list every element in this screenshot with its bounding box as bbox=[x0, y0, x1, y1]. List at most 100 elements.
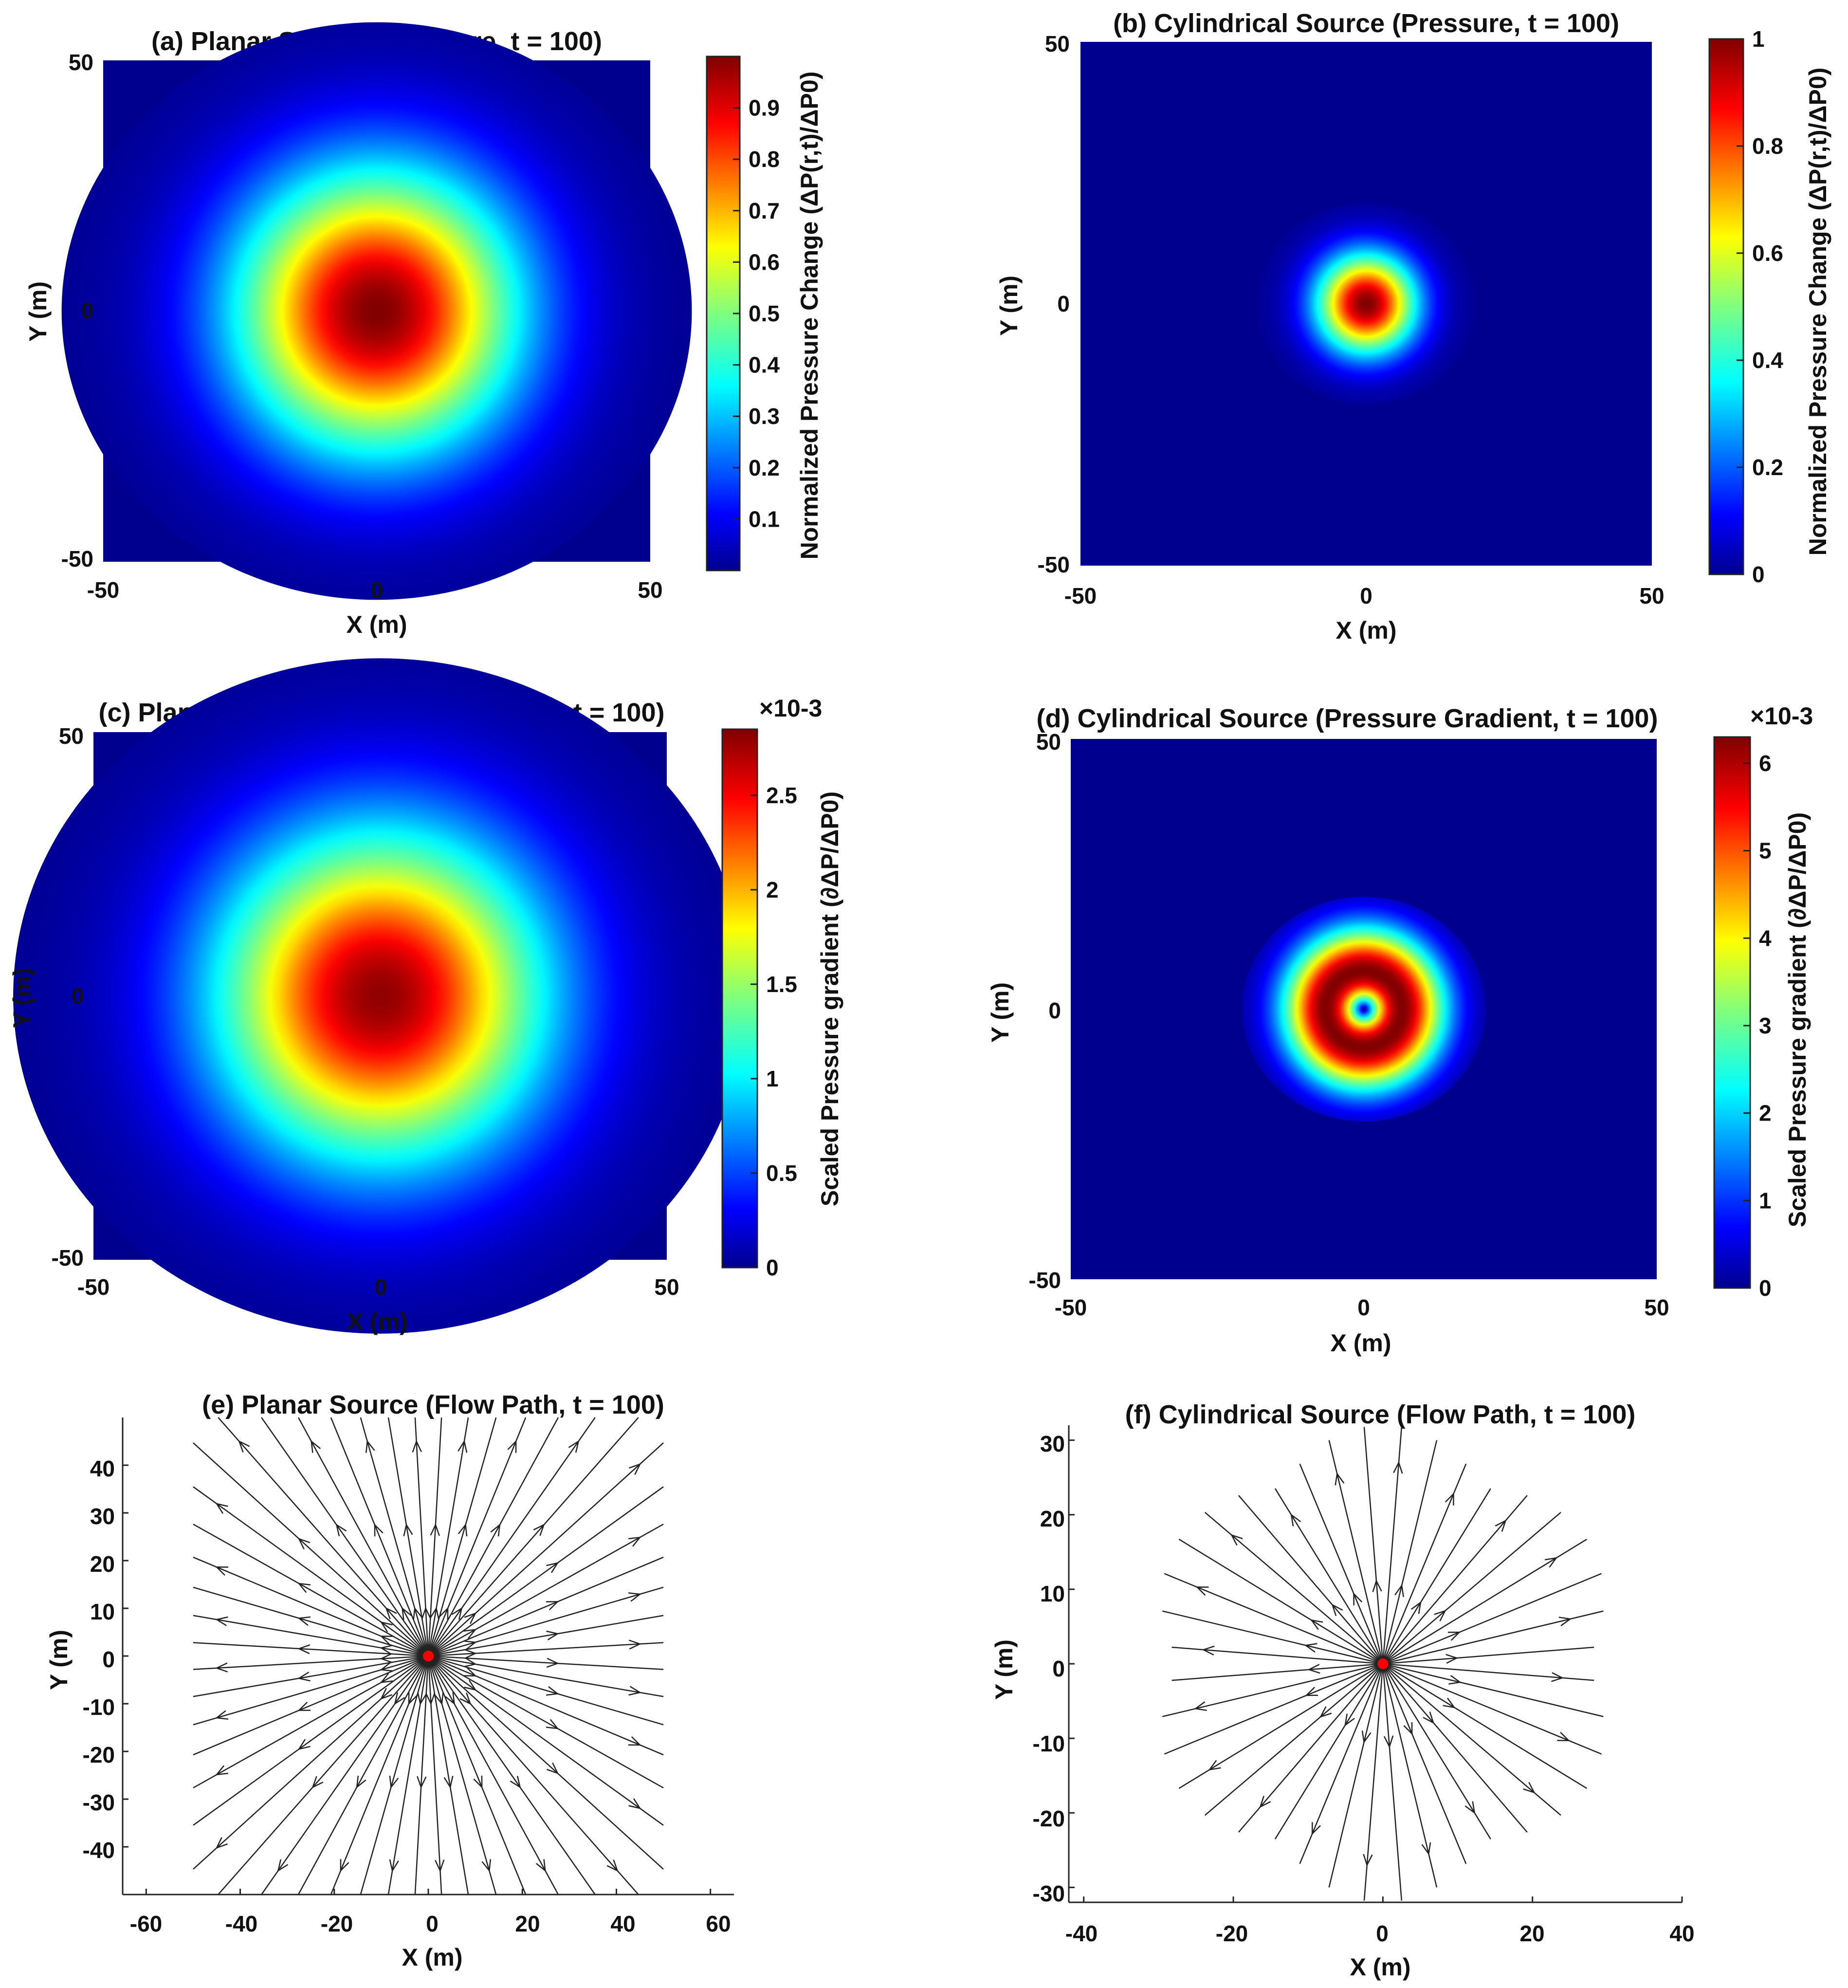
panel-d-heatmap bbox=[1071, 739, 1657, 1279]
flow-arrow bbox=[1394, 1583, 1404, 1597]
streamline bbox=[360, 1417, 429, 1657]
streamline bbox=[1382, 1573, 1602, 1665]
streamline bbox=[193, 1556, 429, 1657]
flow-arrow bbox=[1344, 1713, 1355, 1727]
flow-arrow bbox=[464, 1612, 477, 1624]
colorbar-tick-label: 6 bbox=[1759, 751, 1772, 776]
y-tick-label: 0 bbox=[1048, 998, 1061, 1023]
flow-arrow bbox=[1307, 1664, 1320, 1674]
streamline bbox=[1382, 1427, 1403, 1664]
flow-arrow bbox=[297, 1702, 311, 1711]
flow-arrow bbox=[1558, 1617, 1572, 1626]
colorbar-tick-label: 1.5 bbox=[766, 972, 797, 997]
streamline bbox=[193, 1524, 429, 1657]
flow-arrow bbox=[546, 1657, 559, 1668]
streamline bbox=[1382, 1663, 1602, 1755]
flow-arrow bbox=[385, 1607, 397, 1620]
flow-arrow bbox=[1290, 1513, 1301, 1527]
panel-d-title: (d) Cylindrical Source (Pressure Gradien… bbox=[1037, 704, 1658, 733]
colorbar-tick-label: 4 bbox=[1759, 925, 1772, 951]
streamline bbox=[1328, 1663, 1384, 1888]
x-tick-label: -60 bbox=[130, 1911, 162, 1936]
flow-arrow bbox=[1363, 1854, 1373, 1867]
streamline bbox=[1382, 1539, 1588, 1665]
streamline bbox=[1382, 1488, 1491, 1664]
panel-f-y-label: Y (m) bbox=[990, 1639, 1018, 1700]
streamline bbox=[427, 1417, 469, 1657]
x-tick-label: 0 bbox=[1357, 1295, 1370, 1320]
streamline bbox=[1363, 1427, 1384, 1664]
x-tick-label: 40 bbox=[610, 1911, 635, 1936]
y-tick-label: 10 bbox=[1040, 1581, 1065, 1606]
flow-arrow bbox=[412, 1439, 422, 1453]
panel-e-x-ticks: -60 -40 -20 0 20 40 60 bbox=[130, 1911, 731, 1936]
flow-arrow bbox=[606, 1859, 619, 1872]
y-tick-label: 0 bbox=[71, 983, 84, 1009]
streamline bbox=[297, 1656, 429, 1895]
flow-arrow bbox=[1447, 1631, 1461, 1641]
x-tick-label: 50 bbox=[654, 1274, 679, 1300]
streamline bbox=[1204, 1663, 1384, 1816]
streamline bbox=[427, 1417, 596, 1657]
flow-arrow bbox=[374, 1523, 384, 1537]
panel-e-x-label: X (m) bbox=[402, 1944, 463, 1971]
flow-arrow bbox=[445, 1692, 456, 1705]
x-tick-label: -40 bbox=[225, 1911, 257, 1936]
streamline bbox=[428, 1442, 664, 1657]
flow-arrow bbox=[1319, 1706, 1332, 1718]
flow-arrow bbox=[1403, 1722, 1413, 1735]
flow-arrow bbox=[434, 1692, 444, 1706]
x-tick-label: -50 bbox=[1055, 1295, 1087, 1320]
flow-arrow bbox=[380, 1673, 393, 1683]
flow-arrow bbox=[481, 1859, 492, 1873]
streamline bbox=[1383, 1663, 1594, 1681]
flow-arrow bbox=[380, 1653, 393, 1663]
flow-arrow bbox=[215, 1566, 229, 1576]
streamline bbox=[360, 1656, 429, 1895]
flow-arrow bbox=[463, 1629, 477, 1639]
flow-arrow bbox=[1230, 1534, 1243, 1546]
flow-arrow bbox=[1421, 1842, 1431, 1856]
panel-b-cylindrical-pressure: (b) Cylindrical Source (Pressure, t = 10… bbox=[995, 9, 1831, 644]
colorbar-tick-label: 0.9 bbox=[749, 95, 780, 121]
streamline bbox=[428, 1656, 664, 1870]
heatmap-field bbox=[61, 22, 692, 600]
heatmap-field bbox=[1256, 203, 1476, 405]
streamline bbox=[1164, 1573, 1383, 1665]
colorbar-tick-label: 2.5 bbox=[766, 783, 797, 808]
streamline bbox=[1162, 1610, 1383, 1665]
streamline bbox=[1204, 1511, 1384, 1664]
y-tick-label: 50 bbox=[1036, 729, 1061, 755]
flow-arrow bbox=[507, 1439, 517, 1453]
source-point bbox=[423, 1651, 434, 1661]
flow-arrow bbox=[215, 1765, 228, 1776]
colorbar-tick-label: 0.7 bbox=[749, 198, 780, 223]
x-tick-label: 0 bbox=[1360, 583, 1372, 608]
colorbar-tick-label: 0.4 bbox=[1752, 348, 1783, 373]
streamline bbox=[1382, 1463, 1467, 1664]
streamline bbox=[387, 1656, 429, 1895]
x-tick-label: 60 bbox=[706, 1911, 731, 1936]
streamline bbox=[1178, 1663, 1384, 1789]
streamline bbox=[428, 1655, 664, 1826]
streamline bbox=[330, 1417, 429, 1657]
flow-arrow bbox=[413, 1606, 422, 1620]
panel-a-colorbar-label: Normalized Pressure Change (ΔP(r,t)/ΔP0) bbox=[796, 72, 823, 560]
streamline bbox=[193, 1586, 429, 1657]
flow-arrow bbox=[297, 1672, 311, 1682]
flow-arrow bbox=[297, 1538, 311, 1550]
panel-a-y-label: Y (m) bbox=[24, 281, 52, 342]
colorbar-tick-label: 0.8 bbox=[1752, 133, 1783, 159]
x-tick-label: 50 bbox=[1644, 1295, 1669, 1320]
flow-arrow bbox=[1443, 1697, 1456, 1709]
flow-arrow bbox=[1523, 1782, 1536, 1794]
streamline bbox=[330, 1656, 429, 1895]
colorbar-tick-label: 1 bbox=[1759, 1188, 1772, 1213]
flow-arrow bbox=[380, 1688, 393, 1700]
streamline bbox=[427, 1656, 527, 1895]
flow-arrow bbox=[421, 1606, 431, 1620]
panel-c-heatmap bbox=[13, 658, 747, 1334]
streamline bbox=[1383, 1610, 1604, 1665]
flow-arrow bbox=[356, 1775, 366, 1789]
